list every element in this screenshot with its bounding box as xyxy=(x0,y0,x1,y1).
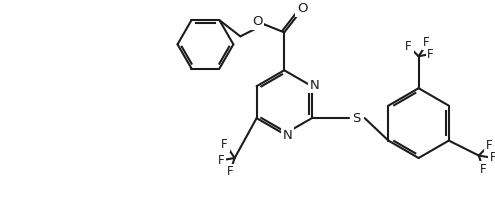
Text: F: F xyxy=(490,151,495,164)
Text: N: N xyxy=(310,79,320,92)
Text: F: F xyxy=(217,154,224,167)
Text: F: F xyxy=(427,48,434,61)
Text: F: F xyxy=(423,36,430,49)
Text: F: F xyxy=(405,40,412,53)
Text: F: F xyxy=(486,139,492,152)
Text: N: N xyxy=(282,129,292,142)
Text: F: F xyxy=(227,165,234,178)
Text: F: F xyxy=(480,163,486,176)
Text: S: S xyxy=(352,112,361,125)
Text: F: F xyxy=(221,138,228,151)
Text: O: O xyxy=(297,2,307,15)
Text: O: O xyxy=(252,15,262,28)
